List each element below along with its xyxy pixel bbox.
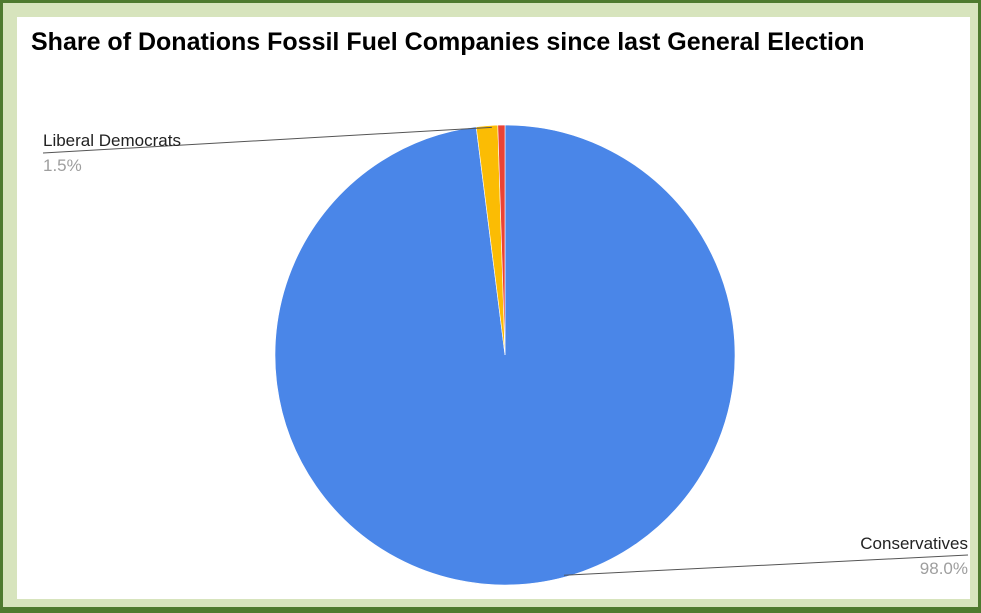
pie-chart: Conservatives 98.0% Liberal Democrats 1.5% [42, 124, 969, 586]
chart-title: Share of Donations Fossil Fuel Companies… [31, 28, 865, 56]
leader-line [563, 554, 969, 576]
slice-value-label: 98.0% [920, 559, 968, 578]
slice-label: Liberal Democrats [43, 131, 181, 150]
slice-value-label: 1.5% [43, 156, 82, 175]
pie-slice-other [497, 124, 506, 356]
leader-line [42, 126, 492, 154]
slice-label: Conservatives [860, 534, 968, 553]
